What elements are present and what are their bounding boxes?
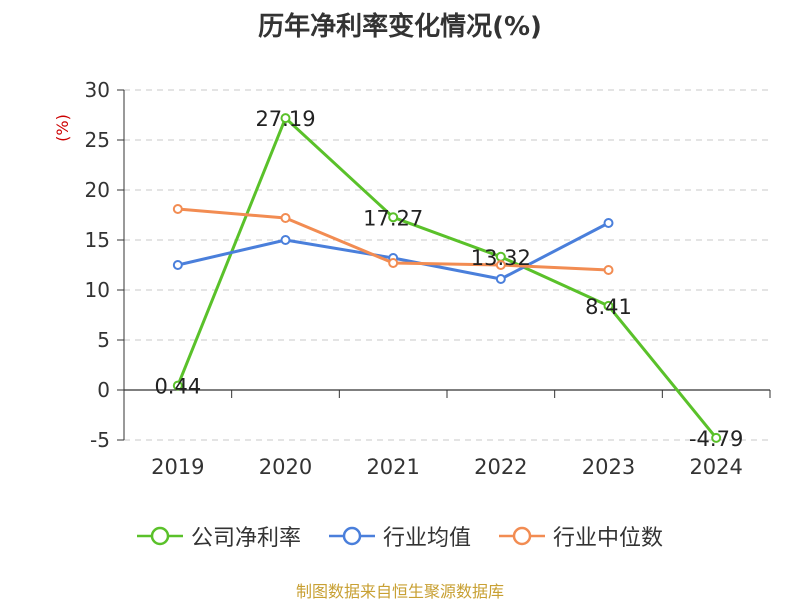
legend-line-marker-icon [136,526,183,546]
data-label: 27.19 [255,107,315,131]
data-point [603,300,614,311]
data-label-layer: 0.44 27.19 17.27 13.32 8.41 -4.79 [154,107,743,451]
x-tick-label: 2020 [259,455,312,479]
legend-item[interactable]: 行业均值 [328,520,471,552]
data-point [495,260,506,270]
source-note: 制图数据来自恒生聚源数据库 [295,582,504,601]
data-point [495,274,506,284]
grid-layer [124,89,770,441]
legend-label: 行业中位数 [553,526,664,551]
x-tick-label: 2023 [582,455,635,479]
legend-label: 行业均值 [382,526,471,551]
data-point [280,235,291,245]
data-point [172,380,183,391]
series-layer [172,113,722,443]
y-tick-label: 15 [85,228,110,252]
data-label: 17.27 [363,206,423,230]
legend-item[interactable]: 行业中位数 [499,520,663,552]
y-tick-label: 30 [85,78,110,102]
data-point [172,260,183,270]
legend-line-marker-icon [328,526,375,546]
legend-line-marker-icon [499,526,545,546]
x-tick-label: 2022 [474,455,527,479]
y-tick-label: 5 [97,328,110,352]
data-point [280,213,291,223]
legend-item[interactable]: 公司净利率 [136,520,301,552]
data-label: 8.41 [585,295,632,319]
axis-layer: -5 0 5 10 15 20 25 30 2019 2020 2021 2022 2023 2024 [85,78,771,479]
data-label: 13.32 [471,246,531,270]
data-point [603,218,614,228]
data-point [280,113,291,124]
data-point [388,258,399,268]
chart-title: 历年净利率变化情况(%) [258,12,542,42]
x-tick-label: 2019 [151,455,204,479]
y-tick-label: 0 [97,378,110,402]
y-axis-label: (%) [53,114,72,142]
data-point [388,212,399,223]
y-tick-label: -5 [90,428,110,452]
chart-legend: 公司净利率 行业均值 行业中位数 [0,520,800,552]
y-tick-label: 25 [85,128,110,152]
data-point [711,432,722,443]
data-label: -4.79 [689,427,743,451]
data-point [172,204,183,214]
x-tick-label: 2021 [366,455,419,479]
y-tick-label: 10 [85,278,110,302]
data-point [603,265,614,275]
data-label: 0.44 [154,375,201,399]
x-tick-label: 2024 [689,455,742,479]
y-tick-label: 20 [85,178,110,202]
series-line [177,221,610,281]
series-line [176,116,718,439]
legend-label: 公司净利率 [190,526,301,551]
